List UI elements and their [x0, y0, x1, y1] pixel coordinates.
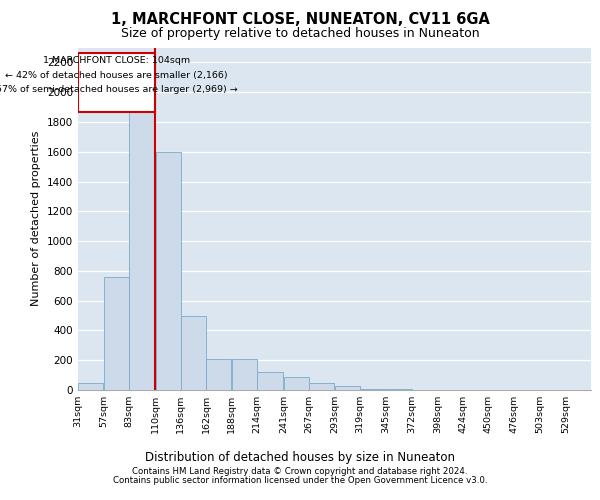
- Bar: [309, 382, 334, 390]
- Bar: [78, 54, 155, 112]
- Text: Size of property relative to detached houses in Nuneaton: Size of property relative to detached ho…: [121, 28, 479, 40]
- Bar: [206, 358, 232, 390]
- Text: ← 42% of detached houses are smaller (2,166): ← 42% of detached houses are smaller (2,…: [5, 70, 228, 80]
- Text: 1 MARCHFONT CLOSE: 104sqm: 1 MARCHFONT CLOSE: 104sqm: [43, 56, 190, 65]
- Y-axis label: Number of detached properties: Number of detached properties: [31, 131, 41, 306]
- Text: Distribution of detached houses by size in Nuneaton: Distribution of detached houses by size …: [145, 451, 455, 464]
- Bar: [335, 386, 360, 390]
- Text: Contains public sector information licensed under the Open Government Licence v3: Contains public sector information licen…: [113, 476, 487, 485]
- Bar: [155, 152, 181, 390]
- Bar: [181, 316, 206, 390]
- Bar: [284, 376, 309, 390]
- Text: 1, MARCHFONT CLOSE, NUNEATON, CV11 6GA: 1, MARCHFONT CLOSE, NUNEATON, CV11 6GA: [110, 12, 490, 28]
- Bar: [104, 277, 128, 390]
- Bar: [129, 84, 155, 390]
- Text: Contains HM Land Registry data © Crown copyright and database right 2024.: Contains HM Land Registry data © Crown c…: [132, 467, 468, 476]
- Bar: [257, 372, 283, 390]
- Text: 57% of semi-detached houses are larger (2,969) →: 57% of semi-detached houses are larger (…: [0, 86, 238, 94]
- Bar: [232, 358, 257, 390]
- Bar: [78, 382, 103, 390]
- Bar: [360, 388, 385, 390]
